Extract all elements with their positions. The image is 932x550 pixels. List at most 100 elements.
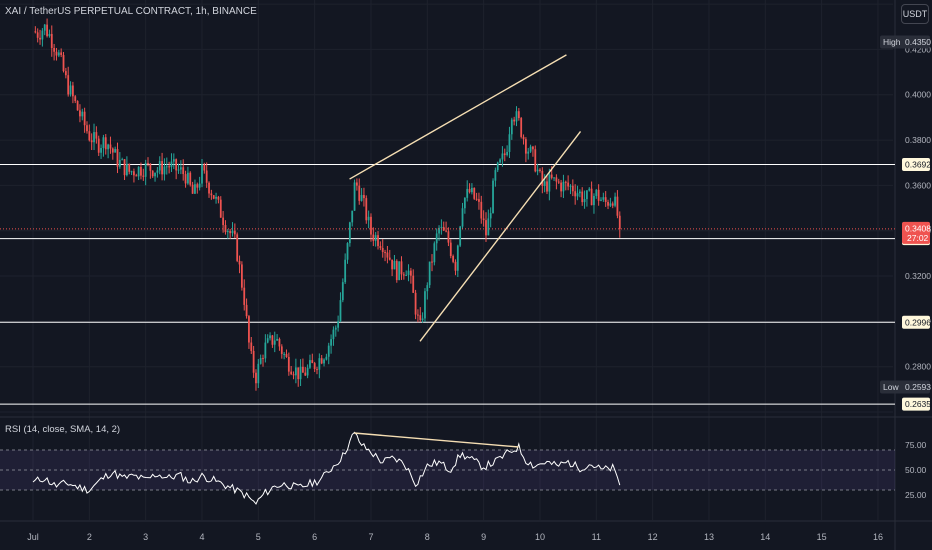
candle-body: [97, 138, 100, 153]
candle-body: [287, 357, 290, 372]
candle-body: [43, 24, 46, 31]
wedge-trendline[interactable]: [349, 54, 567, 180]
candle-body: [262, 358, 264, 360]
candle-body: [302, 366, 304, 373]
candle-body: [517, 111, 520, 119]
candle-body: [438, 227, 440, 234]
level-price-label: 0.3692: [905, 160, 931, 170]
low-label: Low: [883, 382, 899, 392]
candle-body: [264, 342, 267, 359]
candle-body: [485, 220, 487, 236]
candle-body: [332, 329, 335, 340]
candle-body: [527, 151, 530, 154]
candle-body: [259, 358, 262, 364]
candle-body: [618, 215, 621, 229]
candle-body: [513, 119, 516, 122]
candle-body: [323, 359, 325, 364]
candle-body: [203, 164, 206, 171]
candle-body: [578, 191, 581, 194]
candle-body: [100, 148, 102, 153]
candle-body: [459, 226, 462, 246]
candle-body: [140, 166, 142, 176]
candle-body: [57, 52, 60, 56]
candle-body: [179, 167, 182, 170]
time-tick-label: 7: [368, 532, 373, 542]
candle-body: [433, 243, 436, 263]
candle-body: [269, 335, 271, 339]
candle-body: [205, 170, 208, 183]
candle-body: [616, 196, 619, 216]
candle-body: [121, 159, 124, 161]
candle-body: [588, 188, 591, 191]
candle-body: [370, 216, 372, 235]
candle-body: [604, 197, 607, 202]
candle-body: [471, 187, 473, 193]
candle-body: [571, 185, 574, 192]
candle-body: [194, 184, 196, 194]
candle-body: [154, 172, 156, 177]
candle-body: [478, 199, 480, 202]
candle-body: [367, 216, 370, 221]
rsi-pane: [0, 431, 895, 505]
candle-body: [463, 197, 466, 209]
candle-body: [473, 187, 476, 199]
candle-body: [372, 234, 375, 241]
time-tick-label: 15: [817, 532, 827, 542]
candle-body: [583, 199, 586, 203]
candle-body: [503, 153, 506, 156]
time-tick-label: 3: [143, 532, 148, 542]
candle-body: [292, 374, 295, 376]
candle-body: [489, 213, 492, 219]
candle-body: [515, 111, 518, 122]
candle-body: [266, 338, 269, 343]
candle-body: [409, 270, 412, 276]
candle-body: [102, 137, 105, 149]
candle-body: [339, 300, 342, 322]
candle-body: [560, 182, 562, 192]
rsi-divergence-trendline[interactable]: [354, 432, 519, 448]
candle-body: [330, 339, 332, 346]
candle-body: [388, 257, 391, 260]
candle-body: [424, 291, 426, 319]
candle-body: [74, 96, 77, 102]
candle-body: [294, 367, 297, 376]
candle-body: [492, 180, 494, 214]
currency-button[interactable]: USDT: [901, 4, 929, 24]
candle-body: [377, 235, 379, 247]
candle-body: [163, 166, 166, 175]
candle-body: [391, 259, 394, 270]
candle-body: [149, 163, 152, 171]
time-tick-label: Jul: [27, 532, 39, 542]
candle-body: [290, 371, 293, 375]
candle-body: [431, 261, 433, 263]
low-tag: [880, 380, 930, 394]
candle-body: [447, 231, 450, 243]
candle-body: [137, 166, 140, 177]
candle-body: [499, 159, 501, 163]
candle-body: [325, 356, 328, 360]
candle-body: [62, 54, 65, 72]
candle-body: [128, 163, 131, 172]
candle-body: [236, 234, 239, 261]
chart-title: XAI / TetherUS PERPETUAL CONTRACT, 1h, B…: [5, 6, 257, 17]
time-tick-label: 11: [592, 532, 601, 542]
time-tick-label: 5: [256, 532, 261, 542]
candle-body: [449, 242, 452, 256]
candle-body: [510, 119, 513, 135]
candle-body: [46, 24, 48, 37]
wedge-trendline[interactable]: [419, 131, 582, 342]
candle-body: [243, 287, 246, 305]
candle-body: [564, 181, 567, 183]
candle-body: [95, 132, 98, 139]
candle-body: [172, 159, 175, 162]
candle-body: [341, 282, 344, 301]
candle-body: [36, 32, 39, 38]
candle-body: [201, 164, 203, 184]
candle-body: [165, 166, 168, 168]
candle-body: [283, 353, 286, 355]
candle-body: [248, 316, 250, 343]
candle-body: [534, 149, 537, 172]
